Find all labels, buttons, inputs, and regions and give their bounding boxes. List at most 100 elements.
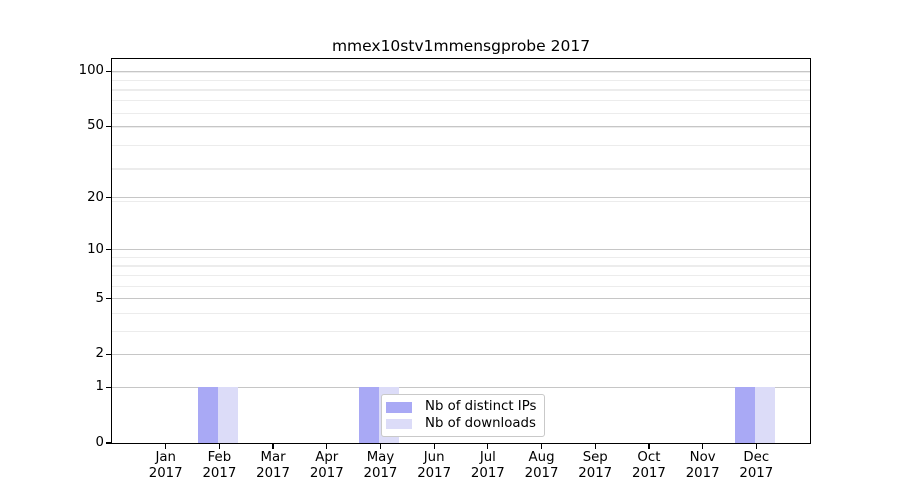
x-tick-label-jul: Jul 2017 <box>460 450 516 481</box>
x-tick-month-jul: Jul <box>479 450 496 465</box>
bar-distinct-ips-may <box>359 387 380 443</box>
x-tick-nov <box>702 444 704 449</box>
x-tick-dec <box>755 444 757 449</box>
legend: Nb of distinct IPs Nb of downloads <box>381 394 545 437</box>
x-tick-label-feb: Feb 2017 <box>191 450 247 481</box>
x-tick-month-nov: Nov <box>689 450 716 465</box>
y-tick-10 <box>106 249 111 251</box>
y-tick-100 <box>106 70 111 72</box>
gridline-major-100 <box>112 70 810 72</box>
y-tick-50 <box>106 125 111 127</box>
gridline-minor-29 <box>112 168 810 170</box>
plot-area <box>111 58 811 444</box>
legend-label-downloads: Nb of downloads <box>425 415 536 431</box>
bar-downloads-feb <box>218 387 239 443</box>
x-tick-label-dec: Dec 2017 <box>728 450 784 481</box>
gridline-minor-69 <box>112 100 810 102</box>
gridline-minor-89 <box>112 79 810 82</box>
y-tick-1 <box>106 386 111 388</box>
x-tick-apr <box>326 444 328 449</box>
x-tick-year-jan: 2017 <box>148 465 183 481</box>
y-tick-0 <box>106 442 111 444</box>
x-tick-year-jul: 2017 <box>470 465 505 481</box>
bar-distinct-ips-dec <box>735 387 756 443</box>
y-tick-label-1: 1 <box>95 379 104 395</box>
x-tick-year-may: 2017 <box>363 465 398 481</box>
gridline-major-1 <box>112 386 810 388</box>
y-tick-5 <box>106 298 111 300</box>
x-tick-may <box>379 444 382 449</box>
x-tick-year-mar: 2017 <box>256 465 290 481</box>
gridline-minor-99 <box>112 71 810 73</box>
legend-swatch-downloads <box>386 418 412 429</box>
legend-entry-downloads: Nb of downloads <box>386 416 538 433</box>
gridline-minor-49 <box>112 127 810 129</box>
x-tick-month-aug: Aug <box>528 450 555 465</box>
gridline-minor-7 <box>112 274 810 277</box>
chart-title: mmex10stv1mmensgprobe 2017 <box>331 37 591 55</box>
x-tick-label-apr: Apr 2017 <box>299 450 355 481</box>
x-tick-aug <box>540 444 543 449</box>
gridline-minor-4 <box>112 312 810 314</box>
x-tick-month-mar: Mar <box>260 450 286 465</box>
x-tick-month-apr: Apr <box>315 450 339 465</box>
gridline-minor-19 <box>112 201 810 203</box>
y-tick-20 <box>106 197 111 199</box>
legend-label-distinct-ips: Nb of distinct IPs <box>425 399 537 415</box>
x-tick-label-jan: Jan 2017 <box>138 450 194 481</box>
bar-distinct-ips-feb <box>198 387 219 443</box>
x-tick-month-feb: Feb <box>207 450 232 465</box>
y-tick-label-10: 10 <box>87 241 104 257</box>
x-tick-oct <box>648 444 650 449</box>
gridline-minor-6 <box>112 285 810 287</box>
gridline-minor-39 <box>112 145 810 147</box>
gridline-minor-3 <box>112 330 810 332</box>
x-tick-month-may: May <box>366 450 395 465</box>
x-tick-label-jun: Jun 2017 <box>406 450 462 481</box>
x-tick-year-sep: 2017 <box>578 465 613 481</box>
gridline-minor-9 <box>112 256 810 259</box>
y-tick-label-2: 2 <box>95 346 104 362</box>
gridline-major-10 <box>112 249 810 251</box>
x-tick-year-oct: 2017 <box>632 465 666 481</box>
x-tick-year-nov: 2017 <box>685 465 720 481</box>
x-tick-month-jan: Jan <box>155 450 176 465</box>
gridline-major-5 <box>112 298 810 300</box>
y-tick-label-50: 50 <box>87 118 104 134</box>
x-tick-label-sep: Sep 2017 <box>567 450 623 481</box>
x-tick-jul <box>487 444 489 449</box>
gridline-minor-59 <box>112 112 810 114</box>
gridline-minor-79 <box>112 89 810 91</box>
x-tick-jun <box>433 444 435 449</box>
x-tick-label-oct: Oct 2017 <box>621 450 677 481</box>
bar-downloads-dec <box>755 387 776 443</box>
x-tick-year-feb: 2017 <box>202 465 237 481</box>
x-tick-month-dec: Dec <box>743 450 770 465</box>
y-tick-label-100: 100 <box>78 63 104 79</box>
x-tick-label-nov: Nov 2017 <box>675 450 731 481</box>
gridline-major-2 <box>112 353 810 356</box>
legend-swatch-distinct-ips <box>386 402 412 413</box>
x-tick-month-jun: Jun <box>423 450 445 465</box>
x-tick-label-mar: Mar 2017 <box>245 450 301 481</box>
x-tick-year-aug: 2017 <box>524 465 559 481</box>
x-tick-label-may: May 2017 <box>352 450 408 481</box>
x-tick-sep <box>594 444 596 449</box>
y-tick-label-0: 0 <box>95 435 104 450</box>
x-tick-jan <box>165 444 167 449</box>
y-tick-label-20: 20 <box>87 189 104 205</box>
gridline-major-20 <box>112 197 810 199</box>
x-tick-year-apr: 2017 <box>309 465 344 481</box>
gridline-major-50 <box>112 125 810 127</box>
y-tick-2 <box>106 353 111 356</box>
x-tick-feb <box>218 444 220 449</box>
x-tick-year-jun: 2017 <box>417 465 452 481</box>
x-tick-year-dec: 2017 <box>739 465 774 481</box>
x-tick-mar <box>272 444 274 449</box>
x-tick-month-oct: Oct <box>637 450 661 465</box>
y-tick-label-5: 5 <box>95 290 104 306</box>
gridline-minor-8 <box>112 265 810 267</box>
legend-entry-distinct-ips: Nb of distinct IPs <box>386 399 538 416</box>
x-tick-label-aug: Aug 2017 <box>514 450 570 481</box>
